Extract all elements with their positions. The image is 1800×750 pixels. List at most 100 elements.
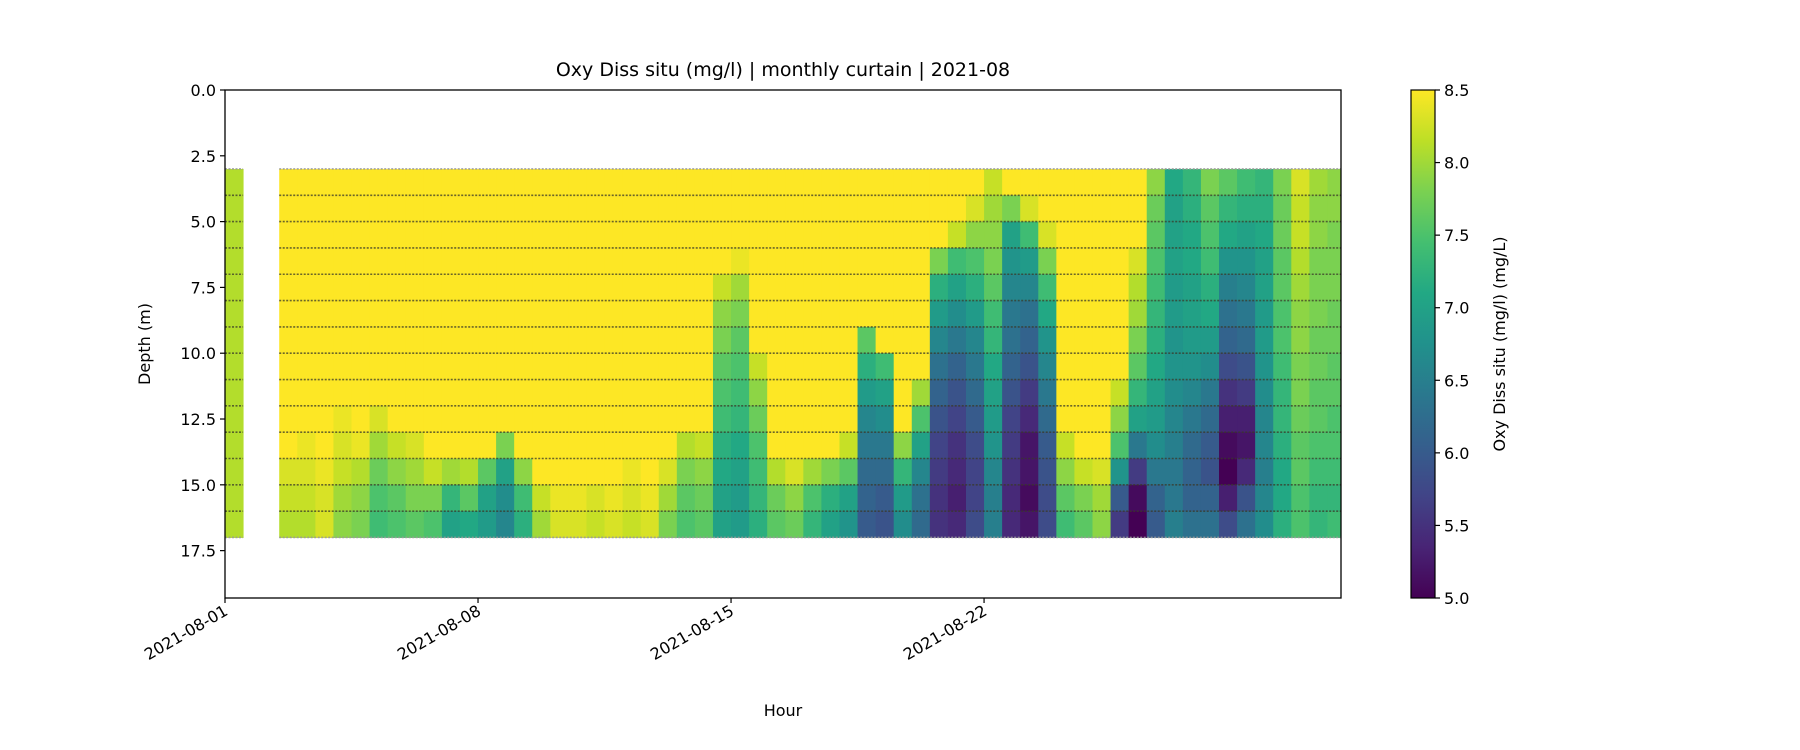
heatmap-cell [965, 195, 985, 223]
heatmap-cell [423, 300, 443, 328]
heatmap-cell [1182, 458, 1202, 486]
heatmap-cell [893, 511, 913, 538]
heatmap-cell [1074, 484, 1093, 512]
heatmap-cell [1056, 511, 1075, 538]
heatmap-cell [496, 247, 515, 275]
heatmap-cell [514, 458, 533, 486]
heatmap-cell [1309, 353, 1328, 381]
heatmap-cell [279, 274, 298, 302]
heatmap-cell [1164, 247, 1184, 275]
heatmap-cell [965, 326, 985, 354]
heatmap-cell [1146, 221, 1166, 249]
heatmap-cell [1182, 195, 1202, 223]
heatmap-cell [441, 484, 461, 512]
heatmap-cell [947, 247, 967, 275]
heatmap-cell [712, 168, 732, 196]
heatmap-cell [568, 405, 587, 433]
heatmap-cell [387, 221, 407, 249]
heatmap-cell [496, 511, 515, 538]
heatmap-cell [459, 221, 479, 249]
heatmap-cell [929, 484, 949, 512]
heatmap-cell [965, 247, 985, 275]
heatmap-cell [712, 353, 732, 381]
heatmap-cell [315, 405, 334, 433]
heatmap-cell [459, 458, 479, 486]
heatmap-cell [586, 168, 606, 196]
heatmap-cell [893, 247, 913, 275]
heatmap-cell [1146, 432, 1166, 459]
heatmap-cell [821, 168, 840, 196]
heatmap-cell [387, 168, 407, 196]
heatmap-cell [893, 326, 913, 354]
heatmap-cell [767, 511, 786, 538]
heatmap-cell [568, 221, 587, 249]
heatmap-cell [333, 221, 353, 249]
heatmap-cell [1291, 221, 1310, 249]
heatmap-cell [225, 326, 244, 354]
heatmap-cell [478, 247, 497, 275]
heatmap-cell [803, 300, 822, 328]
heatmap-cell [1273, 484, 1292, 512]
heatmap-cell [712, 432, 732, 459]
heatmap-cell [875, 195, 895, 223]
heatmap-cell [1146, 326, 1166, 354]
heatmap-cell [459, 274, 479, 302]
heatmap-cell [1164, 168, 1184, 196]
y-axis: 0.0 2.5 5.0 7.5 10.0 12.5 15.0 17.5 [180, 81, 225, 561]
heatmap-cell [947, 511, 967, 538]
heatmap-cell [821, 326, 840, 354]
heatmap-cell [1182, 432, 1202, 459]
heatmap-cell [1002, 353, 1021, 381]
heatmap-cell [1219, 274, 1238, 302]
heatmap-cell [1092, 274, 1112, 302]
heatmap-cell [1020, 511, 1039, 538]
heatmap-cell [731, 379, 750, 407]
heatmap-cell [1038, 405, 1057, 433]
heatmap-cell [1002, 326, 1021, 354]
heatmap-cell [496, 432, 515, 459]
heatmap-cell [315, 326, 334, 354]
x-axis-label: Hour [764, 701, 803, 720]
heatmap-cell [351, 379, 371, 407]
heatmap-cell [333, 326, 353, 354]
heatmap-cell [911, 405, 931, 433]
heatmap-cell [712, 458, 732, 486]
heatmap-cell [1182, 326, 1202, 354]
heatmap-cell [984, 458, 1003, 486]
heatmap-cell [1182, 274, 1202, 302]
heatmap-cell [568, 300, 587, 328]
heatmap-cell [803, 168, 822, 196]
heatmap-cell [658, 195, 678, 223]
heatmap-cell [568, 195, 587, 223]
heatmap-cell [712, 274, 732, 302]
heatmap-cell [1182, 221, 1202, 249]
heatmap-cell [459, 195, 479, 223]
heatmap-cell [694, 274, 714, 302]
heatmap-cell [369, 326, 389, 354]
heatmap-cell [1056, 221, 1075, 249]
heatmap-cell [1164, 405, 1184, 433]
heatmap-cell [1146, 300, 1166, 328]
heatmap-cell [749, 168, 768, 196]
heatmap-cell [441, 511, 461, 538]
heatmap-cell [911, 458, 931, 486]
heatmap-cell [225, 300, 244, 328]
heatmap-cell [532, 221, 551, 249]
heatmap-cell [369, 221, 389, 249]
heatmap-cell [785, 458, 804, 486]
heatmap-cell [225, 379, 244, 407]
heatmap-cell [676, 432, 696, 459]
heatmap-cell [315, 195, 334, 223]
heatmap-cell [712, 405, 732, 433]
heatmap-cell [1146, 195, 1166, 223]
heatmap-cell [640, 432, 660, 459]
heatmap-cell [369, 247, 389, 275]
heatmap-cell [423, 326, 443, 354]
heatmap-cell [351, 168, 371, 196]
heatmap-cell [369, 458, 389, 486]
heatmap-cell [984, 195, 1003, 223]
heatmap-cell [586, 221, 606, 249]
heatmap-cell [441, 326, 461, 354]
heatmap-cell [1255, 379, 1274, 407]
heatmap-cell [803, 484, 822, 512]
